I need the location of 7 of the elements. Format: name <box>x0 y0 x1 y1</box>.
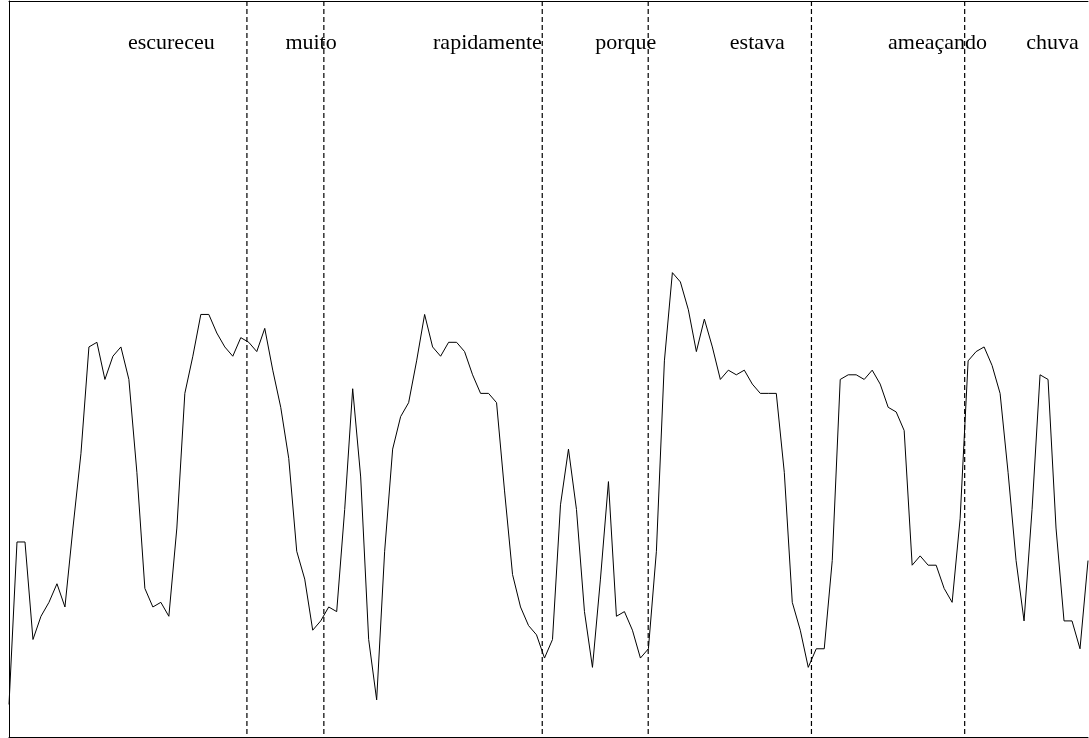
text: estava <box>729 28 786 54</box>
text: escureceu <box>127 28 215 54</box>
text: ameaçando <box>888 28 987 54</box>
text: porque <box>595 28 657 54</box>
text: muito <box>285 28 337 54</box>
text: rapidamente <box>433 28 542 54</box>
text: chuva <box>1026 28 1080 54</box>
